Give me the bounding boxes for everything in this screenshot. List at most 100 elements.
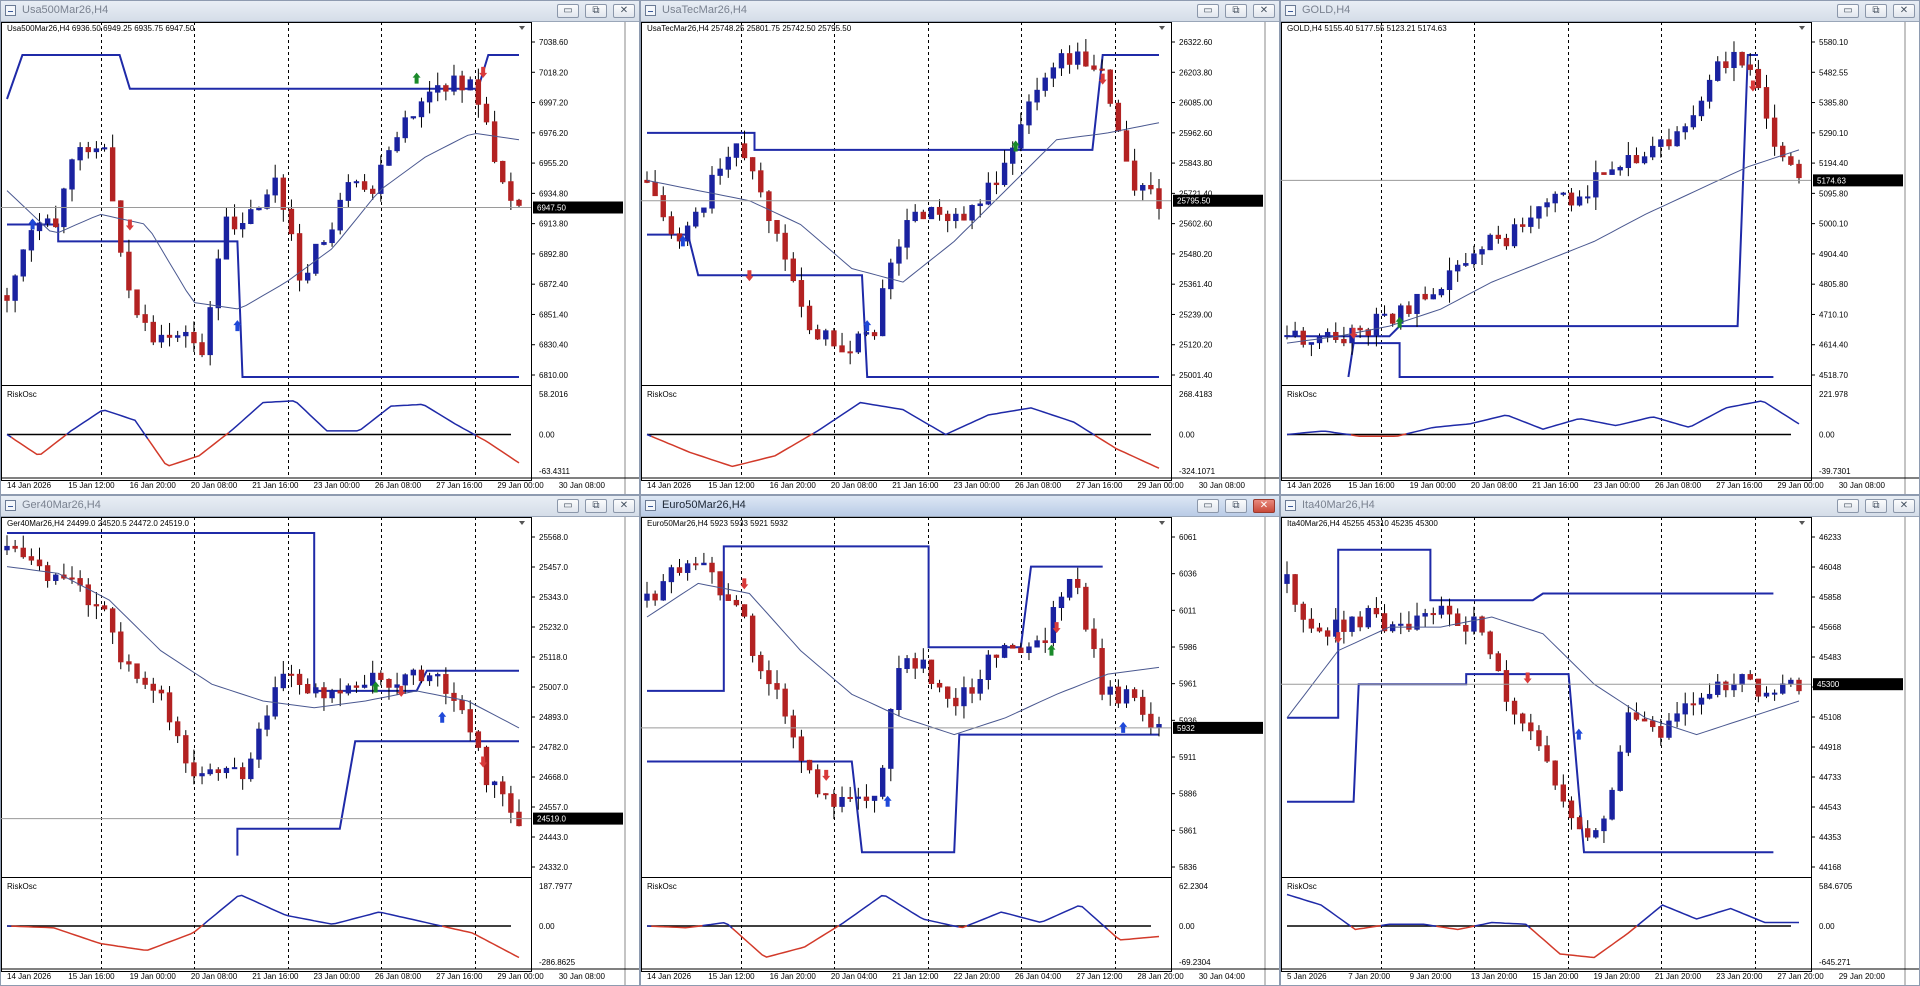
price-chart[interactable]: Euro50Mar26,H4 5923 5933 5921 5932 6061 60…	[641, 517, 1279, 985]
symbol-info: UsaTecMar26,H4 25748.25 25801.75 25742.5…	[647, 24, 852, 33]
candle-body	[1593, 830, 1599, 838]
candle-body	[435, 85, 441, 93]
restore-button[interactable]: ⧉	[585, 499, 607, 513]
candle-body	[733, 143, 740, 158]
oscillator-scale-label: 0.00	[1179, 431, 1195, 440]
candle-body	[118, 200, 124, 253]
candle-body	[1018, 647, 1024, 654]
pane-menu-icon[interactable]	[1799, 521, 1805, 525]
close-button[interactable]: ✕	[1893, 499, 1915, 513]
candle-body	[741, 604, 748, 617]
candle-body	[1739, 674, 1745, 685]
close-button[interactable]: ✕	[1253, 4, 1275, 18]
candle-body	[1715, 681, 1721, 695]
candle-body	[1001, 162, 1008, 186]
last-price-tag	[1813, 678, 1903, 691]
window-title-bar[interactable]: Euro50Mar26,H4 ▭ ⧉ ✕	[641, 496, 1279, 517]
oscillator-scale-label: -324.1071	[1179, 467, 1216, 476]
close-button[interactable]: ✕	[613, 499, 635, 513]
candle-body	[1641, 156, 1648, 164]
pane-menu-icon[interactable]	[519, 521, 525, 525]
candle-body	[774, 220, 780, 234]
price-chart[interactable]: Usa500Mar26,H4 6936.50 6949.25 6935.75 6…	[1, 22, 639, 494]
candle-body	[1771, 692, 1778, 695]
candle-body	[1107, 69, 1113, 104]
candle-body	[329, 690, 335, 699]
restore-icon: ⧉	[1232, 5, 1240, 16]
oscillator-line-positive	[6, 433, 12, 438]
price-chart[interactable]: UsaTecMar26,H4 25748.25 25801.75 25742.5…	[641, 22, 1279, 494]
moving-average-line	[6, 132, 520, 310]
candle-body	[1633, 155, 1640, 164]
candle-body	[264, 715, 270, 730]
price-tick-label: 24443.0	[539, 833, 568, 842]
channel-upper-line	[1287, 54, 1758, 338]
signal-arrow-down-icon	[1349, 327, 1358, 339]
candle-body	[150, 321, 156, 343]
candle-body	[174, 335, 181, 338]
window-title-bar[interactable]: Usa500Mar26,H4 ▭ ⧉ ✕	[1, 1, 639, 22]
candle-body	[248, 758, 254, 780]
window-title-bar[interactable]: GOLD,H4 ▭ ⧉ ✕	[1281, 1, 1919, 22]
candle-body	[766, 191, 772, 222]
candle-body	[134, 663, 140, 679]
candle-body	[410, 116, 417, 119]
signal-arrow-up-icon	[371, 681, 380, 693]
restore-button[interactable]: ⧉	[1225, 4, 1247, 18]
signal-arrow-down-icon	[1052, 622, 1061, 634]
candle-body	[118, 631, 124, 663]
restore-button[interactable]: ⧉	[585, 4, 607, 18]
channel-upper-line	[647, 54, 1159, 151]
candle-body	[1018, 124, 1024, 149]
chart-window[interactable]: Usa500Mar26,H4 ▭ ⧉ ✕ Usa500Mar26,H4 6936.50 …	[0, 0, 640, 495]
chart-window[interactable]: Ger40Mar26,H4 ▭ ⧉ ✕ Ger40Mar26,H4 24499.0 24…	[0, 495, 640, 986]
price-chart[interactable]: Ita40Mar26,H4 45255 45310 45235 45300 462…	[1281, 517, 1919, 985]
candle-body	[1576, 817, 1583, 830]
time-axis-label: 28 Jan 20:00	[1137, 972, 1184, 981]
candle-body	[993, 654, 1000, 658]
minimize-button[interactable]: ▭	[1837, 499, 1859, 513]
candle-body	[126, 661, 132, 665]
chart-window[interactable]: Ita40Mar26,H4 ▭ ⧉ ✕ Ita40Mar26,H4 45255 4531…	[1280, 495, 1920, 986]
oscillator-line-positive	[1286, 430, 1352, 436]
close-button[interactable]: ✕	[613, 4, 635, 18]
window-title-bar[interactable]: UsaTecMar26,H4 ▭ ⧉ ✕	[641, 1, 1279, 22]
window-title-bar[interactable]: Ita40Mar26,H4 ▭ ⧉ ✕	[1281, 496, 1919, 517]
time-axis-label: 20 Jan 08:00	[1471, 481, 1518, 490]
minimize-button[interactable]: ▭	[557, 4, 579, 18]
pane-menu-icon[interactable]	[1799, 26, 1805, 30]
window-title-bar[interactable]: Ger40Mar26,H4 ▭ ⧉ ✕	[1, 496, 639, 517]
candle-body	[1284, 335, 1290, 338]
restore-button[interactable]: ⧉	[1225, 499, 1247, 513]
price-tick-label: 24893.0	[539, 713, 568, 722]
oscillator-line-positive	[1286, 893, 1352, 928]
oscillator-pane-frame	[641, 385, 1172, 481]
minimize-button[interactable]: ▭	[1197, 4, 1219, 18]
price-chart[interactable]: GOLD,H4 5155.40 5177.55 5123.21 5174.63 5…	[1281, 22, 1919, 494]
time-axis-label: 21 Jan 20:00	[1655, 972, 1702, 981]
chart-window[interactable]: UsaTecMar26,H4 ▭ ⧉ ✕ UsaTecMar26,H4 25748.25…	[640, 0, 1280, 495]
price-tick-label: 26085.00	[1179, 99, 1213, 108]
price-tick-label: 25962.60	[1179, 129, 1213, 138]
minimize-button[interactable]: ▭	[557, 499, 579, 513]
minimize-button[interactable]: ▭	[1837, 4, 1859, 18]
restore-button[interactable]: ⧉	[1865, 4, 1887, 18]
chart-window[interactable]: Euro50Mar26,H4 ▭ ⧉ ✕ Euro50Mar26,H4 5923 593…	[640, 495, 1280, 986]
moving-average-line	[6, 566, 520, 729]
restore-button[interactable]: ⧉	[1865, 499, 1887, 513]
candle-body	[1633, 712, 1640, 720]
close-button[interactable]: ✕	[1893, 4, 1915, 18]
pane-menu-icon[interactable]	[1159, 521, 1165, 525]
candle-body	[798, 280, 805, 307]
candle-body	[814, 329, 821, 340]
candle-body	[1284, 574, 1290, 584]
price-chart[interactable]: Ger40Mar26,H4 24499.0 24520.5 24472.0 24…	[1, 517, 639, 985]
pane-menu-icon[interactable]	[519, 26, 525, 30]
close-button[interactable]: ✕	[1253, 499, 1275, 513]
chart-window[interactable]: GOLD,H4 ▭ ⧉ ✕ GOLD,H4 5155.40 5177.55 5123.2…	[1280, 0, 1920, 495]
candle-body	[1446, 270, 1453, 290]
price-tick-label: 26203.80	[1179, 68, 1213, 77]
candle-body	[280, 177, 287, 210]
minimize-button[interactable]: ▭	[1197, 499, 1219, 513]
pane-menu-icon[interactable]	[1159, 26, 1165, 30]
